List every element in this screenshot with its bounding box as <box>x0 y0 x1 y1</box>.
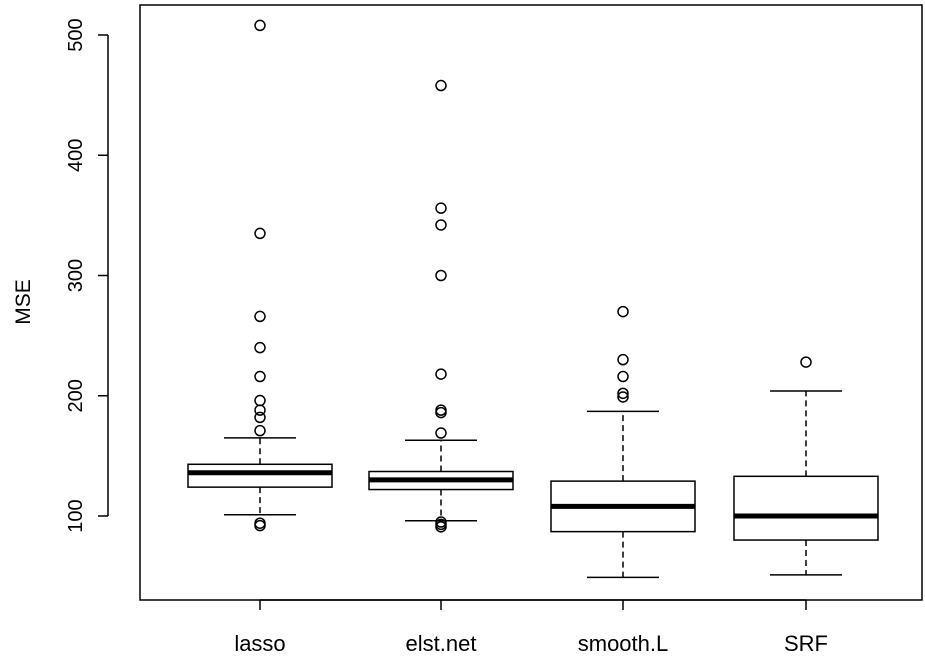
box-smooth-l <box>550 305 696 579</box>
outlier-point <box>617 305 629 318</box>
y-tick-label: 400 <box>65 139 87 172</box>
x-ticks: lasso elst.net smooth.L SRF <box>234 600 828 656</box>
outlier-point <box>435 79 447 92</box>
outlier-point <box>254 341 266 354</box>
box-lasso <box>187 19 333 532</box>
box-elst-net <box>368 79 514 533</box>
outlier-point <box>435 219 447 231</box>
outlier-point <box>254 424 266 437</box>
outlier-point <box>254 370 266 383</box>
outlier-point <box>254 517 266 529</box>
outlier-point <box>254 19 266 32</box>
iqr-box <box>733 475 879 541</box>
box-srf <box>733 356 879 576</box>
outlier-point <box>254 394 266 407</box>
y-tick-label: 100 <box>65 499 87 532</box>
outlier-point <box>435 368 447 380</box>
outlier-point <box>435 427 447 439</box>
y-tick-label: 500 <box>65 18 87 51</box>
outlier-point <box>254 310 266 323</box>
outlier-point <box>254 227 266 240</box>
outlier-point <box>617 370 629 383</box>
outlier-point <box>435 404 447 416</box>
outlier-point <box>254 519 266 532</box>
boxes <box>187 19 879 579</box>
y-tick-label: 200 <box>65 379 87 412</box>
outlier-point <box>800 356 812 368</box>
x-tick-label: lasso <box>234 631 285 656</box>
y-tick-label: 300 <box>65 259 87 292</box>
outlier-point <box>617 391 629 403</box>
outlier-point <box>435 269 447 282</box>
outlier-point <box>254 411 266 424</box>
x-tick-label: SRF <box>784 631 828 656</box>
outlier-point <box>435 406 447 419</box>
x-tick-label: smooth.L <box>578 631 669 656</box>
outlier-point <box>435 202 447 214</box>
y-axis-label: MSE <box>12 279 35 325</box>
outlier-point <box>254 404 266 416</box>
iqr-box <box>187 463 333 488</box>
outlier-point <box>617 353 629 366</box>
outlier-point <box>617 387 629 400</box>
outlier-point <box>435 516 447 528</box>
y-ticks: 100 200 300 400 500 <box>65 18 108 533</box>
x-tick-label: elst.net <box>406 631 477 656</box>
